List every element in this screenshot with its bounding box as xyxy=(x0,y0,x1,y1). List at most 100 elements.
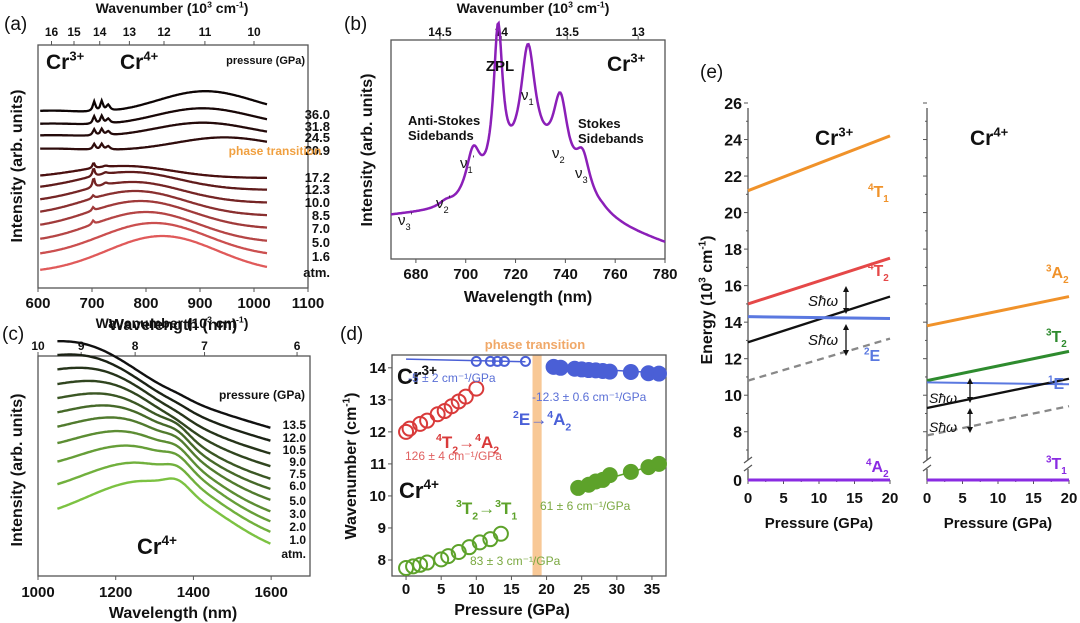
top-tick-label: 7 xyxy=(201,339,208,353)
x-tick-label: 0 xyxy=(402,581,410,598)
y-tick-label: 24 xyxy=(724,133,742,150)
label-part: 3 xyxy=(1046,328,1052,339)
label-part: T xyxy=(874,184,884,201)
x-tick-label: 15 xyxy=(1025,490,1042,507)
x-tick-label: 20 xyxy=(882,490,899,507)
pressure-label: atm. xyxy=(303,265,330,280)
pressure-label: 5.0 xyxy=(312,235,330,250)
level-4T1 xyxy=(747,134,891,193)
x-tick-label: 20 xyxy=(1061,490,1078,507)
y-tick-label: 20 xyxy=(724,206,742,223)
peak-label: ν3 xyxy=(575,165,588,185)
spectrum-9.0 xyxy=(57,379,271,468)
panel-label-a: (a) xyxy=(4,14,27,35)
label-part: E→ xyxy=(519,410,547,429)
axis-break xyxy=(922,464,932,472)
label-part: Energy (10 xyxy=(699,283,716,365)
label-part: 4 xyxy=(868,183,874,194)
arrow-head xyxy=(843,324,849,330)
fit-line xyxy=(406,358,526,363)
x-tick-label: 1600 xyxy=(254,584,287,601)
top-tick-label: 13 xyxy=(123,25,137,39)
level-grey xyxy=(926,405,1070,437)
label-part: -1 xyxy=(342,397,353,406)
label-part: Cr xyxy=(120,51,143,74)
label-part: -1 xyxy=(236,0,244,9)
level-label-2e: 2E xyxy=(864,347,881,365)
label-part: 4 xyxy=(866,458,872,469)
slope-label: -12.3 ± 0.6 cm⁻¹/GPa xyxy=(532,390,647,404)
pressure-label: 9.0 xyxy=(289,455,306,469)
label-part: T xyxy=(1052,456,1062,473)
x-axis-title: Wavelength (nm) xyxy=(109,605,237,622)
label-part: 1 xyxy=(511,510,517,522)
data-point xyxy=(552,359,569,376)
level-label-3a2: 3A2 xyxy=(1046,264,1069,287)
x-tick-label: 30 xyxy=(608,581,625,598)
arrow-head xyxy=(843,308,849,314)
x-tick-label: 700 xyxy=(79,295,104,312)
spectrum-atm. xyxy=(56,477,271,545)
label-part: 1 xyxy=(1061,466,1067,477)
top-tick-label: 6 xyxy=(294,339,301,353)
label-part: T xyxy=(442,433,453,452)
panel-label-b: (b) xyxy=(344,14,367,35)
pressure-label: 8.5 xyxy=(312,208,330,223)
pressure-label: 31.8 xyxy=(305,119,330,134)
label-part: 3 xyxy=(495,498,501,510)
y-tick-label: 12 xyxy=(724,352,742,369)
data-point xyxy=(519,355,531,367)
arrow-head xyxy=(967,408,973,414)
label-part: Cr xyxy=(46,51,69,74)
label-part: ' xyxy=(473,154,475,164)
spectrum-17.2 xyxy=(40,162,267,180)
label-part: ) xyxy=(699,235,716,240)
y-tick-label: 18 xyxy=(724,242,742,259)
level-grey xyxy=(747,337,891,382)
x-tick-label: 1200 xyxy=(99,584,132,601)
x-tick-label: 10 xyxy=(468,581,485,598)
peak-label: ν2 xyxy=(552,145,565,165)
pressure-label: 12.3 xyxy=(305,182,330,197)
label-part: 1 xyxy=(1048,375,1054,386)
top-axis-title: Wavenumber (103 cm-1) xyxy=(96,314,249,331)
label-part: ν xyxy=(398,212,406,229)
x-tick-label: 35 xyxy=(644,581,661,598)
data-point xyxy=(470,355,482,367)
spectrum-36.0 xyxy=(40,90,268,113)
data-point xyxy=(622,363,639,380)
y-tick-label: 22 xyxy=(724,169,742,186)
data-point xyxy=(461,539,478,556)
level-2E xyxy=(747,315,891,321)
x-axis-title: Pressure (GPa) xyxy=(454,602,570,619)
x-tick-label: 1000 xyxy=(21,584,54,601)
spectrum-7.0 xyxy=(39,199,268,229)
x-tick-label: 5 xyxy=(958,490,966,507)
ion-title: Cr4+ xyxy=(970,125,1009,150)
label-part: 4+ xyxy=(161,533,177,548)
y-axis-title: Intensity (arb. units) xyxy=(359,74,376,227)
spectrum-12.0 xyxy=(57,353,271,442)
label-part: cm xyxy=(699,250,716,278)
data-point xyxy=(498,355,510,367)
legend-title: pressure (GPa) xyxy=(226,55,305,67)
label-part: Cr xyxy=(137,534,162,559)
spectrum-8.5 xyxy=(39,189,267,217)
spectrum-7.5 xyxy=(57,392,271,480)
y-tick-label: 8 xyxy=(378,552,386,569)
top-tick-label: 13 xyxy=(631,25,645,39)
label-part: T xyxy=(501,499,512,518)
spectrum-1.0 xyxy=(57,461,271,533)
data-point xyxy=(440,548,457,565)
label-part: 4 xyxy=(436,432,442,444)
ion-title: Cr3+ xyxy=(815,125,854,150)
label-part: 3 xyxy=(1046,264,1052,275)
x-tick-label: 700 xyxy=(453,266,478,283)
label-part: Cr xyxy=(399,478,424,503)
label-part: Wavenumber (10 xyxy=(96,315,208,331)
label-part: Wavenumber (10 xyxy=(457,0,569,16)
label-part: 1 xyxy=(468,165,473,175)
label-part: E xyxy=(870,348,881,365)
data-point xyxy=(491,355,503,367)
arrow-head xyxy=(843,350,849,356)
